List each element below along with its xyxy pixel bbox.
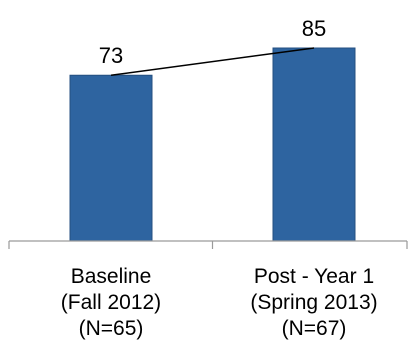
x-tick-label-1-line-1: Baseline <box>71 265 152 288</box>
x-tick-label-2-line-2: (Spring 2013) <box>250 291 377 314</box>
x-tick-labels: Baseline (Fall 2012) (N=65) Post - Year 1 (S… <box>61 265 378 340</box>
bar-1 <box>69 74 153 242</box>
data-label-1: 73 <box>99 43 123 68</box>
trend-line <box>110 47 315 76</box>
x-tick-label-2-line-3: (N=67) <box>282 317 347 340</box>
bar-2 <box>272 47 356 242</box>
x-tick-label-1-line-2: (Fall 2012) <box>61 291 161 314</box>
trend-line-layer <box>110 47 315 76</box>
data-labels-layer: 73 85 <box>99 16 326 68</box>
x-tick-label-1-line-3: (N=65) <box>79 317 144 340</box>
bars-layer <box>69 47 356 242</box>
x-tick-label-2-line-1: Post - Year 1 <box>254 265 374 288</box>
x-axis <box>8 240 408 249</box>
data-label-2: 85 <box>302 16 326 41</box>
